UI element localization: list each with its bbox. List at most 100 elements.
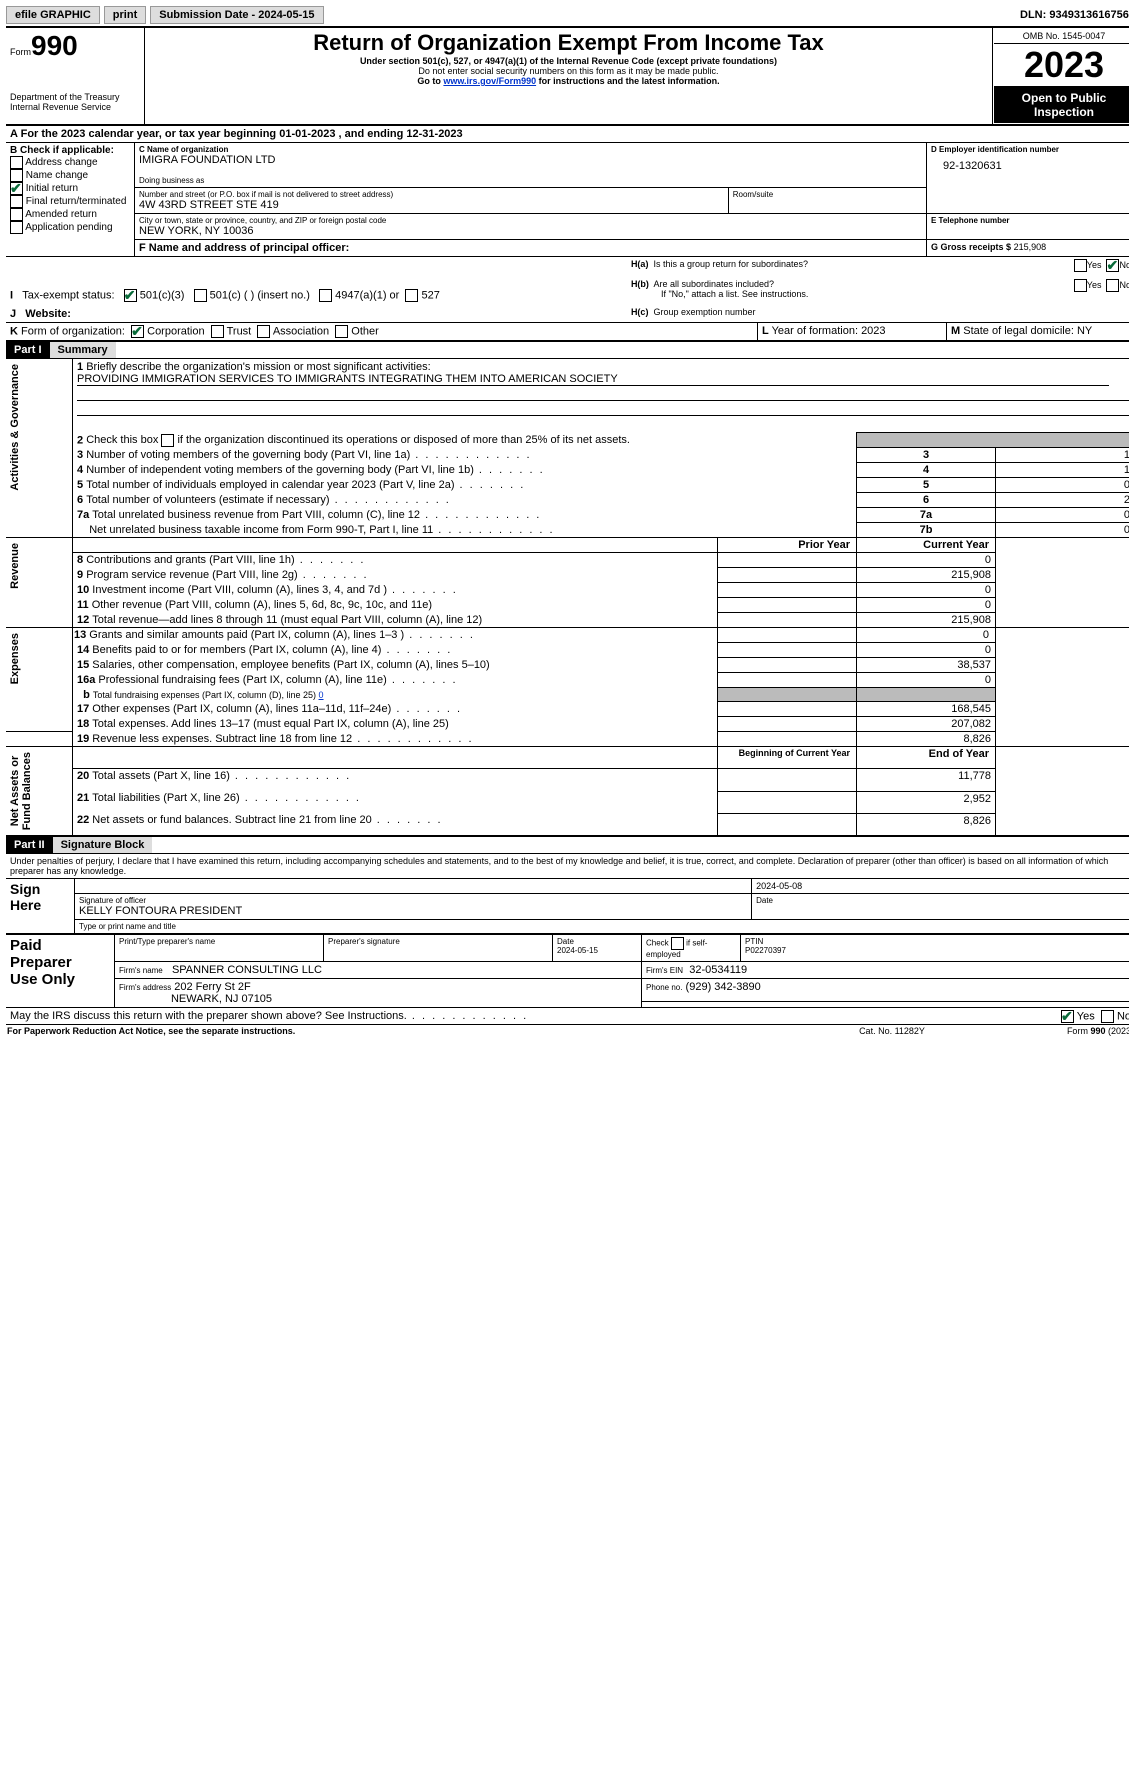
sign-here-label: Sign Here (6, 879, 75, 934)
gross-receipts: 215,908 (1014, 242, 1047, 252)
city-label: City or town, state or province, country… (139, 216, 922, 225)
firm-addr1: 202 Ferry St 2F (174, 981, 250, 993)
tax-year: 2023 (994, 44, 1129, 87)
v4: 1 (996, 463, 1129, 478)
state-domicile: NY (1077, 325, 1092, 337)
submission-date: Submission Date - 2024-05-15 (150, 6, 323, 24)
hb-note: If "No," attach a list. See instructions… (661, 289, 1129, 299)
d-label: D Employer identification number (931, 145, 1129, 154)
ssn-warning: Do not enter social security numbers on … (149, 66, 988, 76)
prior-year-hdr: Prior Year (718, 538, 857, 553)
v19: 8,826 (857, 732, 996, 747)
discuss-row: May the IRS discuss this return with the… (6, 1008, 1129, 1025)
current-year-hdr: Current Year (857, 538, 996, 553)
chk-name[interactable]: Name change (10, 169, 130, 182)
discuss-no[interactable] (1101, 1010, 1114, 1023)
chk-final[interactable]: Final return/terminated (10, 195, 130, 208)
v22: 8,826 (857, 813, 996, 835)
firm-addr2: NEWARK, NJ 07105 (171, 993, 272, 1005)
v10: 0 (857, 583, 996, 598)
v11: 0 (857, 598, 996, 613)
v7a: 0 (996, 508, 1129, 523)
year-formation: 2023 (861, 325, 885, 337)
e-telephone: E Telephone number (927, 214, 1129, 240)
chk-self-employed[interactable]: Check if self-employed (642, 935, 741, 962)
print-button[interactable]: print (104, 6, 146, 24)
cat-no: Cat. No. 11282Y (811, 1025, 973, 1037)
b-label: B Check if applicable: (10, 145, 130, 156)
hb-yes[interactable] (1074, 279, 1087, 292)
j-website: J Website: (10, 308, 623, 320)
signature-table: Sign Here 2024-05-08 Signature of office… (6, 878, 1129, 934)
city-value: NEW YORK, NY 10036 (139, 225, 922, 237)
dba-label: Doing business as (139, 176, 922, 185)
preparer-table: Paid Preparer Use Only Print/Type prepar… (6, 934, 1129, 1008)
v17: 168,545 (857, 702, 996, 717)
ptin: P02270397 (745, 946, 786, 955)
l16b-link[interactable]: 0 (319, 690, 324, 700)
i-tax-exempt: I Tax-exempt status: 501(c)(3) 501(c) ( … (10, 289, 623, 302)
firm-name: SPANNER CONSULTING LLC (172, 964, 322, 976)
room-label: Room/suite (728, 188, 926, 213)
v3: 1 (996, 448, 1129, 463)
section-expenses: Expenses (7, 629, 23, 688)
section-net: Net Assets or Fund Balances (7, 748, 35, 834)
v13: 0 (857, 628, 996, 643)
chk-501c3[interactable] (124, 289, 137, 302)
chk-app-pending[interactable]: Application pending (10, 221, 130, 234)
v9: 215,908 (857, 568, 996, 583)
form-subtitle: Under section 501(c), 527, or 4947(a)(1)… (149, 56, 988, 66)
discuss-yes[interactable] (1061, 1010, 1074, 1023)
part2-header: Part IISignature Block (6, 836, 1129, 854)
l2: Check this box if the organization disco… (86, 434, 630, 446)
officer-name: KELLY FONTOURA PRESIDENT (79, 905, 747, 917)
irs-link[interactable]: www.irs.gov/Form990 (443, 76, 536, 86)
chk-trust[interactable] (211, 325, 224, 338)
v18: 207,082 (857, 717, 996, 732)
v15: 38,537 (857, 658, 996, 673)
section-revenue: Revenue (7, 539, 23, 593)
chk-527[interactable] (405, 289, 418, 302)
end-year-hdr: End of Year (857, 747, 996, 769)
chk-amended[interactable]: Amended return (10, 208, 130, 221)
v16a: 0 (857, 673, 996, 688)
form-word: Form (10, 47, 31, 57)
goto-line: Go to www.irs.gov/Form990 for instructio… (149, 76, 988, 86)
chk-4947[interactable] (319, 289, 332, 302)
hb-label: Are all subordinates included? (653, 279, 774, 289)
f-label: F Name and address of principal officer: (139, 242, 349, 254)
ha-yes[interactable] (1074, 259, 1087, 272)
ha-no[interactable] (1106, 259, 1119, 272)
perjury-declaration: Under penalties of perjury, I declare th… (6, 854, 1129, 878)
chk-corp[interactable] (131, 325, 144, 338)
street-label: Number and street (or P.O. box if mail i… (139, 190, 724, 199)
chk-initial[interactable]: Initial return (10, 182, 130, 195)
hb-no[interactable] (1106, 279, 1119, 292)
efile-label: efile GRAPHIC (6, 6, 100, 24)
firm-phone: (929) 342-3890 (686, 981, 761, 993)
mission-text: PROVIDING IMMIGRATION SERVICES TO IMMIGR… (77, 373, 1109, 386)
pra-notice: For Paperwork Reduction Act Notice, see … (6, 1025, 811, 1037)
prep-date: 2024-05-15 (557, 946, 598, 955)
form-title: Return of Organization Exempt From Incom… (149, 30, 988, 56)
summary-table: Activities & Governance 1 Briefly descri… (6, 359, 1129, 836)
klm-row: K Form of organization: Corporation Trus… (6, 323, 1129, 341)
begin-year-hdr: Beginning of Current Year (718, 747, 857, 769)
org-name: IMIGRA FOUNDATION LTD (139, 154, 922, 166)
hc-label: Group exemption number (653, 307, 755, 317)
chk-discontinued[interactable] (161, 434, 174, 447)
c-name-label: C Name of organization (139, 145, 922, 154)
page-footer: For Paperwork Reduction Act Notice, see … (6, 1025, 1129, 1037)
chk-assoc[interactable] (257, 325, 270, 338)
v14: 0 (857, 643, 996, 658)
chk-501c[interactable] (194, 289, 207, 302)
open-to-public: Open to Public Inspection (994, 87, 1129, 123)
section-activities: Activities & Governance (7, 360, 23, 495)
chk-other[interactable] (335, 325, 348, 338)
part1-header: Part ISummary (6, 341, 1129, 359)
chk-address[interactable]: Address change (10, 156, 130, 169)
tax-year-line: A For the 2023 calendar year, or tax yea… (6, 126, 1129, 142)
l1-label: Briefly describe the organization's miss… (86, 361, 430, 373)
form-number: 990 (31, 30, 78, 61)
identity-block: B Check if applicable: Address change Na… (6, 142, 1129, 257)
